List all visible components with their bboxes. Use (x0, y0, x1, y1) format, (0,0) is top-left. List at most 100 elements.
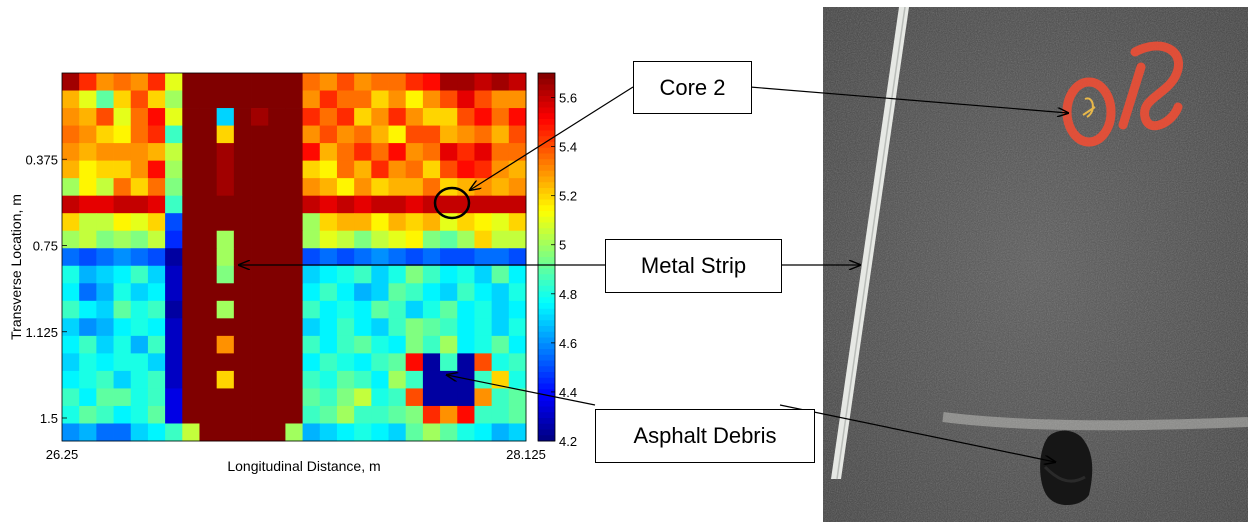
heatmap-cell (457, 335, 475, 354)
colorbar-segment (538, 182, 555, 189)
heatmap-cell (62, 423, 80, 442)
heatmap-cell (354, 300, 372, 319)
heatmap-cell (440, 318, 458, 337)
heatmap-cell (285, 423, 303, 442)
heatmap-cell (508, 73, 527, 91)
heatmap-cell (422, 90, 441, 109)
heatmap-cell (508, 300, 527, 319)
heatmap-cell (302, 248, 321, 267)
heatmap-cell (285, 178, 303, 197)
heatmap-cell (130, 335, 149, 354)
heatmap-cell (165, 195, 183, 214)
heatmap-cell (147, 143, 166, 162)
colorbar-segment (538, 165, 555, 172)
heatmap-cell (251, 125, 269, 144)
heatmap-cell (422, 370, 441, 389)
heatmap-cell (371, 90, 389, 109)
heatmap-cell (371, 388, 389, 407)
heatmap-cell (130, 370, 149, 389)
heatmap-cell (302, 90, 321, 109)
heatmap-cell (302, 73, 321, 91)
heatmap-cell (62, 388, 80, 407)
heatmap-cell (508, 160, 527, 179)
heatmap-cell (405, 125, 424, 144)
heatmap-cell (147, 353, 166, 372)
heatmap-cell (371, 300, 389, 319)
heatmap-cell (508, 405, 527, 424)
heatmap-cell (233, 318, 252, 337)
heatmap-cell (285, 353, 303, 372)
heatmap-cell (62, 108, 80, 126)
colorbar-segment (538, 326, 555, 333)
heatmap-cell (113, 230, 132, 249)
heatmap-cell (147, 230, 166, 249)
metal-strip-edge (836, 7, 906, 480)
heatmap-cell (285, 405, 303, 424)
heatmap-cell (182, 335, 200, 354)
heatmap-cell (165, 283, 183, 302)
heatmap-cell (302, 300, 321, 319)
heatmap-cell (388, 283, 407, 302)
heatmap-cell (113, 248, 132, 267)
heatmap-cell (422, 143, 441, 162)
asphalt-texture (823, 7, 1248, 522)
colorbar-segment (538, 389, 555, 396)
heatmap-cell (165, 318, 183, 337)
heatmap-cell (440, 335, 458, 354)
heatmap-cell (371, 265, 389, 284)
heatmap-cell (457, 108, 475, 126)
colorbar-tick-label: 4.6 (559, 336, 577, 351)
colorbar-segment (538, 285, 555, 292)
heatmap-cell (233, 423, 252, 442)
heatmap-cell (422, 405, 441, 424)
heatmap-cell (371, 108, 389, 126)
heatmap-cell (508, 335, 527, 354)
heatmap-cell (457, 388, 475, 407)
heatmap-cell (508, 125, 527, 144)
heatmap-cell (405, 335, 424, 354)
heatmap-cell (182, 405, 200, 424)
colorbar-tick-label: 5.2 (559, 189, 577, 204)
heatmap-cell (354, 230, 372, 249)
heatmap-cell (113, 388, 132, 407)
heatmap-cell (62, 195, 80, 214)
heatmap-cell (96, 195, 114, 214)
heatmap-cell (233, 213, 252, 232)
heatmap-cell (79, 335, 97, 354)
heatmap-cell (182, 353, 200, 372)
heatmap-cell (165, 370, 183, 389)
y-tick-label: 0.375 (25, 152, 58, 167)
x-tick-label: 26.25 (46, 447, 79, 462)
heatmap-cell (405, 108, 424, 126)
heatmap-cell (319, 353, 338, 372)
heatmap-cell (371, 213, 389, 232)
heatmap-cell (422, 283, 441, 302)
heatmap-cell (199, 230, 218, 249)
heatmap-cell (216, 353, 235, 372)
heatmap-cell (319, 108, 338, 126)
heatmap-cell (79, 90, 97, 109)
heatmap-cell (233, 195, 252, 214)
heatmap-cell (182, 300, 200, 319)
heatmap-cell (147, 283, 166, 302)
heatmap-cell (268, 405, 286, 424)
heatmap-cell (474, 195, 493, 214)
heatmap-cell (285, 388, 303, 407)
heatmap-cell (336, 300, 355, 319)
heatmap-cell (165, 230, 183, 249)
heatmap-cell (474, 370, 493, 389)
colorbar-segment (538, 349, 555, 356)
colorbar-segment (538, 429, 555, 436)
heatmap-cell (268, 143, 286, 162)
heatmap-cell (440, 195, 458, 214)
metal-strip (831, 7, 909, 479)
heatmap-cell (474, 90, 493, 109)
heatmap-cell (165, 300, 183, 319)
heatmap-cell (233, 248, 252, 267)
heatmap-cell (130, 160, 149, 179)
heatmap-cell (268, 335, 286, 354)
heatmap-cell (79, 73, 97, 91)
heatmap-cell (251, 423, 269, 442)
heatmap-cell (354, 353, 372, 372)
colorbar-segment (538, 308, 555, 315)
